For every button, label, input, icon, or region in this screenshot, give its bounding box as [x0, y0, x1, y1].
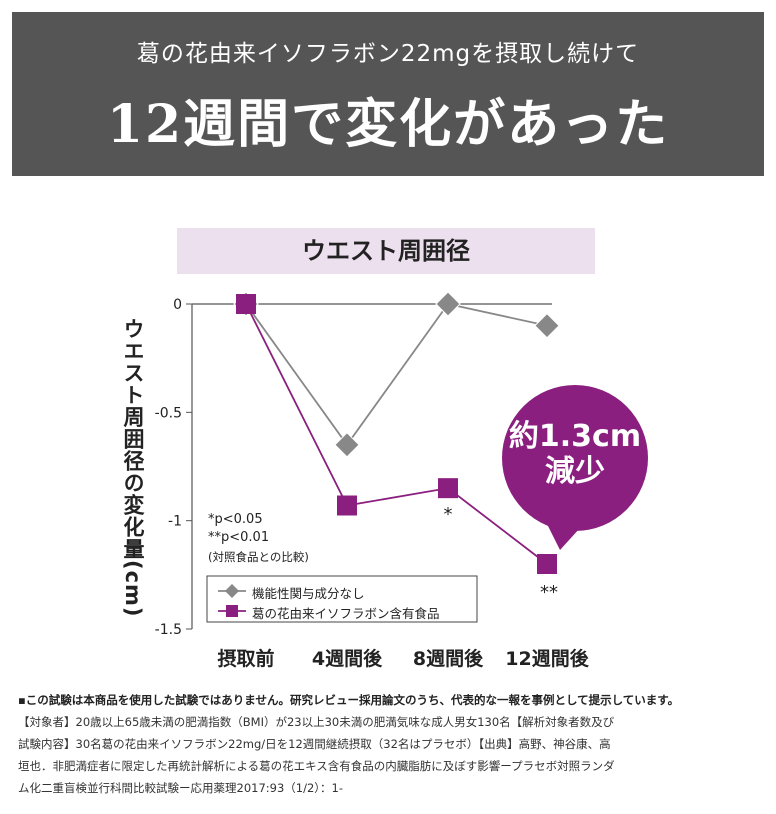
header-title: 12週間で変化があった: [106, 94, 670, 155]
significance-marker-week12: **: [540, 582, 558, 603]
callout-text: 約1.3cm 減少: [500, 419, 650, 489]
x-tick-label: 摂取前: [217, 647, 274, 670]
chart-heading: ウエスト周囲径: [177, 228, 595, 274]
y-tick-label: -1: [168, 514, 182, 530]
y-tick-label: 0: [173, 297, 182, 313]
significance-p05: *p<0.05: [208, 512, 263, 527]
series-line-test: [245, 303, 548, 565]
footnote-disclaimer: ▪この試験は本商品を使用した試験ではありません。研究レビュー採用論文のうち、代表…: [18, 693, 680, 707]
callout-line1: 約1.3cm: [508, 419, 642, 454]
data-point-control: [334, 432, 360, 458]
data-point-test: [337, 495, 357, 516]
significance-note: (対照食品との比較): [208, 550, 309, 564]
footnote-line: 垣也．非肥満症者に限定した再統計解析による葛の花エキス含有食品の内臓脂肪に及ぼす…: [18, 759, 615, 773]
legend-label-control: 機能性関与成分なし: [252, 586, 365, 601]
data-point-control: [534, 312, 560, 339]
legend-box: [206, 575, 478, 623]
legend-marker-test: [226, 605, 238, 617]
y-axis-label: ウエスト周囲径の変化量(cm): [121, 318, 145, 618]
y-tick-label: -0.5: [155, 405, 182, 421]
x-tick-label: 4週間後: [312, 647, 383, 670]
header-banner: 葛の花由来イソフラボン22mgを摂取し続けて 12週間で変化があった: [12, 12, 764, 176]
footnote-line: ム化二重盲検並行科間比較試験ー応用薬理2017:93（1/2）：1-: [18, 781, 343, 795]
series-line-control: [245, 302, 548, 447]
y-tick-label: -1.5: [155, 622, 182, 638]
data-point-test: [537, 554, 557, 574]
footnote-line: 試験内容】30名葛の花由来イソフラボン22mg/日を12週間継続摂取（32名はプ…: [18, 737, 611, 751]
significance-marker-week8: *: [444, 504, 453, 525]
data-point-test: [236, 294, 256, 314]
callout-tail: [545, 520, 580, 550]
data-point-test: [438, 478, 458, 499]
legend-label-test: 葛の花由来イソフラボン含有食品: [252, 606, 440, 621]
x-tick-label: 12週間後: [505, 647, 589, 670]
callout-line2: 減少: [545, 453, 605, 489]
callout-bubble: [502, 385, 648, 531]
significance-p01: **p<0.01: [208, 530, 270, 545]
legend-marker-control: [225, 584, 239, 598]
header-subtitle: 葛の花由来イソフラボン22mgを摂取し続けて: [136, 41, 640, 67]
x-tick-label: 8週間後: [413, 647, 484, 670]
data-point-control: [435, 291, 461, 317]
footnote-line: 【対象者】20歳以上65歳未満の肥満指数（BMI）が23以上30未満の肥満気味な…: [18, 715, 615, 729]
